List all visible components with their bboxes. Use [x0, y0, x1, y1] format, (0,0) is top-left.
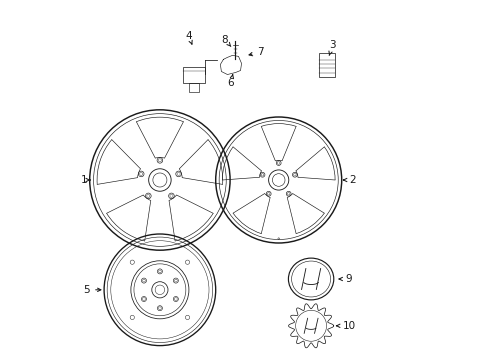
Text: 1: 1 [81, 175, 90, 185]
Text: 9: 9 [339, 274, 351, 284]
Text: 8: 8 [221, 35, 230, 46]
Text: 3: 3 [328, 40, 335, 55]
Text: 4: 4 [185, 31, 192, 44]
Text: 6: 6 [227, 75, 234, 88]
Text: 5: 5 [83, 285, 101, 295]
Text: 7: 7 [248, 47, 264, 57]
Text: 10: 10 [336, 321, 355, 331]
Text: 2: 2 [343, 175, 355, 185]
